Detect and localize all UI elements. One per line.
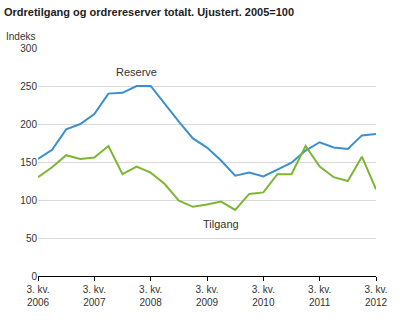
svg-text:200: 200: [20, 119, 37, 130]
svg-text:50: 50: [26, 233, 38, 244]
svg-text:3. kv.2011: 3. kv.2011: [308, 284, 331, 308]
svg-text:0: 0: [31, 271, 37, 282]
svg-text:Indeks: Indeks: [6, 31, 35, 42]
svg-text:Reserve: Reserve: [116, 66, 157, 78]
svg-text:3. kv.2012: 3. kv.2012: [364, 284, 387, 308]
svg-text:150: 150: [20, 157, 37, 168]
svg-text:Ordretilgang og ordrereserver: Ordretilgang og ordrereserver totalt. Uj…: [4, 6, 294, 18]
svg-text:3. kv.2009: 3. kv.2009: [195, 284, 218, 308]
svg-text:Tilgang: Tilgang: [203, 218, 239, 230]
svg-text:3. kv.2007: 3. kv.2007: [83, 284, 106, 308]
svg-text:100: 100: [20, 195, 37, 206]
svg-text:3. kv.2010: 3. kv.2010: [252, 284, 275, 308]
svg-text:300: 300: [20, 43, 37, 54]
svg-text:3. kv.2008: 3. kv.2008: [139, 284, 162, 308]
svg-text:250: 250: [20, 81, 37, 92]
svg-text:3. kv.2006: 3. kv.2006: [26, 284, 49, 308]
